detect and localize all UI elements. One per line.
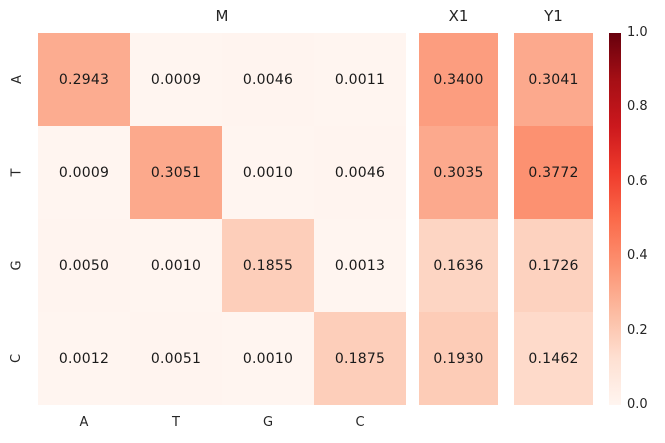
colorbar-tick-label: 0.4 [627, 248, 648, 264]
cell-value: 0.0010 [150, 257, 202, 274]
heatmap-cell: 0.1930 [419, 312, 498, 405]
colorbar-tick-label: 0.8 [627, 99, 648, 115]
y-tick-label-text: C [9, 353, 25, 364]
heatmap-cell: 0.0051 [130, 312, 222, 405]
y-tick-label: T [4, 126, 30, 219]
x-tick-label: G [262, 414, 274, 430]
y-tick-label-text: T [9, 168, 25, 177]
heatmap-cell: 0.3035 [419, 126, 498, 219]
heatmap-cell: 0.1855 [222, 219, 314, 312]
heatmap-panel-m: 0.2943 0.0009 0.0046 0.0011 0.0009 0.3051 0.00… [38, 33, 406, 405]
x-tick-label: A [79, 414, 89, 430]
cell-value: 0.3035 [433, 164, 484, 181]
heatmap-cell: 0.0012 [38, 312, 130, 405]
panel-title-m: M [215, 7, 229, 25]
heatmap-cell: 0.0009 [130, 33, 222, 126]
heatmap-cell: 0.0011 [314, 33, 406, 126]
y-tick-label: C [4, 312, 30, 405]
x-tick-label: T [172, 414, 180, 430]
colorbar-tick-label: 0.0 [627, 397, 648, 412]
cell-value: 0.0010 [242, 350, 294, 367]
cell-value: 0.1726 [528, 257, 579, 274]
cell-value: 0.0050 [58, 257, 110, 274]
heatmap-cell: 0.3772 [514, 126, 593, 219]
heatmap-cell: 0.1875 [314, 312, 406, 405]
heatmap-cell: 0.0010 [222, 312, 314, 405]
y-tick-label-text: A [9, 75, 25, 84]
x-tick-label: C [355, 414, 365, 430]
cell-value: 0.3041 [528, 71, 579, 88]
heatmap-cell: 0.0050 [38, 219, 130, 312]
cell-value: 0.1636 [433, 257, 484, 274]
y-axis-tick-labels: A T G C [4, 33, 30, 405]
cell-value: 0.0051 [150, 350, 202, 367]
heatmap-cell: 0.0010 [222, 126, 314, 219]
y-tick-label-text: G [9, 260, 25, 271]
cell-value: 0.0009 [150, 71, 202, 88]
cell-value: 0.0013 [334, 257, 386, 274]
heatmap-panel-y1: 0.3041 0.3772 0.1726 0.1462 [514, 33, 593, 405]
cell-value: 0.0046 [334, 164, 386, 181]
heatmap-cell: 0.0046 [222, 33, 314, 126]
heatmap-cell: 0.0013 [314, 219, 406, 312]
heatmap-cell: 0.0010 [130, 219, 222, 312]
panel-title-x1: X1 [448, 7, 469, 25]
heatmap-cell: 0.2943 [38, 33, 130, 126]
panel-title-y1: Y1 [544, 7, 563, 25]
y-tick-label: G [4, 219, 30, 312]
colorbar [609, 33, 621, 405]
colorbar-tick-labels: 1.0 0.8 0.6 0.4 0.2 0.0 [627, 25, 661, 412]
cell-value: 0.2943 [58, 71, 110, 88]
heatmap-cell: 0.1726 [514, 219, 593, 312]
cell-value: 0.1855 [242, 257, 294, 274]
cell-value: 0.0011 [334, 71, 386, 88]
cell-value: 0.0009 [58, 164, 110, 181]
colorbar-tick-label: 0.2 [627, 322, 648, 338]
colorbar-tick-label: 1.0 [627, 25, 648, 40]
heatmap-cell: 0.3400 [419, 33, 498, 126]
cell-value: 0.3051 [150, 164, 202, 181]
heatmap-panel-x1: 0.3400 0.3035 0.1636 0.1930 [419, 33, 498, 405]
heatmap-cell: 0.0009 [38, 126, 130, 219]
heatmap-cell: 0.3051 [130, 126, 222, 219]
heatmap-cell: 0.1462 [514, 312, 593, 405]
heatmap-cell: 0.0046 [314, 126, 406, 219]
colorbar-tick-label: 0.6 [627, 173, 648, 189]
cell-value: 0.0010 [242, 164, 294, 181]
heatmap-cell: 0.1636 [419, 219, 498, 312]
cell-value: 0.1930 [433, 350, 484, 367]
y-tick-label: A [4, 33, 30, 126]
cell-value: 0.0012 [58, 350, 110, 367]
cell-value: 0.3400 [433, 71, 484, 88]
cell-value: 0.3772 [528, 164, 579, 181]
cell-value: 0.0046 [242, 71, 294, 88]
cell-value: 0.1875 [334, 350, 386, 367]
heatmap-cell: 0.3041 [514, 33, 593, 126]
cell-value: 0.1462 [528, 350, 579, 367]
